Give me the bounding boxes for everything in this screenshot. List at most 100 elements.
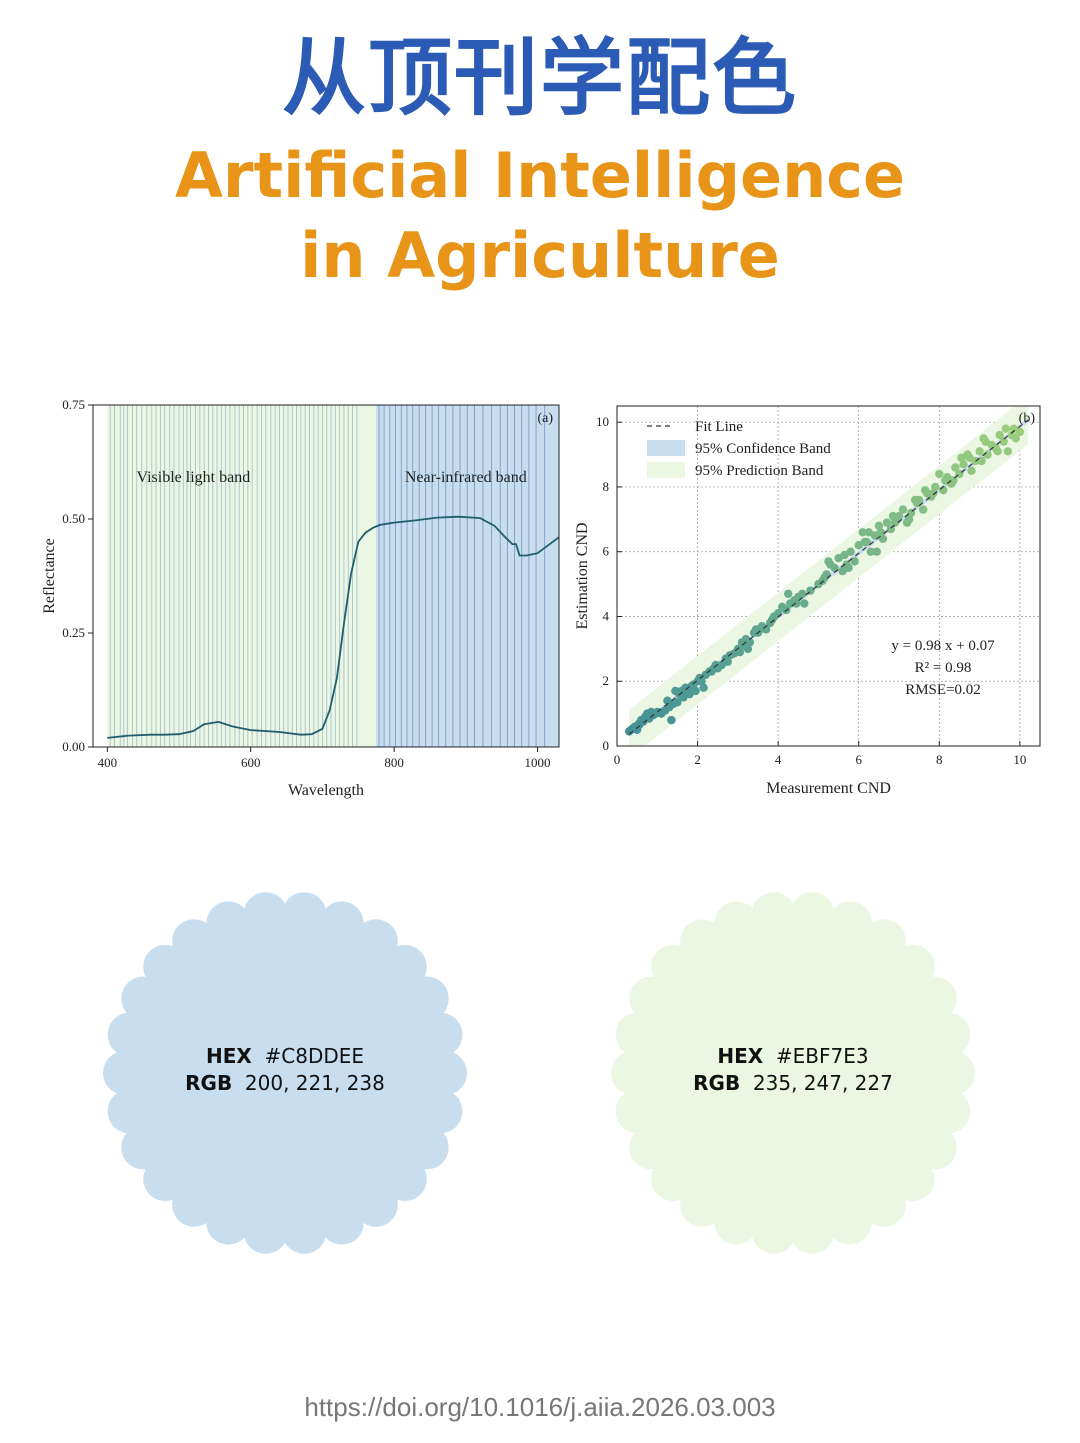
scallop-bump xyxy=(353,919,398,964)
data-point xyxy=(876,528,886,537)
y-tick-label: 0.75 xyxy=(62,397,85,412)
y-axis-label: Estimation CND xyxy=(574,522,591,629)
scallop-bump xyxy=(629,976,674,1021)
data-point xyxy=(735,647,745,657)
data-point xyxy=(967,466,976,475)
x-tick-label: 2 xyxy=(694,752,701,767)
annotation-nir: Near-infrared band xyxy=(405,469,527,486)
data-point xyxy=(975,447,984,456)
hex-value: #EBF7E3 xyxy=(775,1044,869,1068)
scallop-bump xyxy=(382,944,427,989)
scallop-bump xyxy=(206,1200,251,1245)
scallop-bump xyxy=(319,1200,364,1245)
data-point xyxy=(993,447,1002,456)
scallop-bump xyxy=(890,1157,935,1202)
color-swatch-green: HEX #EBF7E3 RGB 235, 247, 227 xyxy=(608,888,978,1258)
data-point xyxy=(882,518,892,527)
scallop-bump xyxy=(680,1182,725,1227)
y-tick-label: 8 xyxy=(603,479,610,494)
reflectance-chart-svg: 400 600 800 1000 0.00 0.25 0.50 0.75 Visible lig… xyxy=(41,397,560,799)
scallop-bump xyxy=(243,1209,288,1254)
scallop-bump xyxy=(615,1089,660,1134)
data-point xyxy=(824,557,833,566)
x-tick-label: 8 xyxy=(936,752,943,767)
data-point xyxy=(935,469,944,479)
data-point xyxy=(919,505,928,514)
doi-link[interactable]: https://doi.org/10.1016/j.aiia.2026.03.0… xyxy=(304,1392,776,1422)
rgb-label: RGB xyxy=(185,1071,233,1095)
legend-confidence-swatch xyxy=(647,440,685,456)
data-point xyxy=(800,599,809,608)
legend-fit-label: Fit Line xyxy=(695,419,743,435)
rgb-value: 235, 247, 227 xyxy=(752,1071,893,1095)
data-point xyxy=(635,720,644,730)
data-point xyxy=(697,677,706,686)
x-tick-label: 1000 xyxy=(524,755,550,770)
data-point xyxy=(699,683,708,692)
data-point xyxy=(844,563,853,573)
scallop-bump xyxy=(107,1089,152,1134)
fit-line xyxy=(628,419,1029,735)
data-point xyxy=(931,482,940,492)
scallop-bump xyxy=(680,919,725,964)
data-point xyxy=(983,450,992,459)
annotation-visible: Visible light band xyxy=(137,469,251,486)
scallop-bump xyxy=(751,892,796,937)
swatch-label: HEX #EBF7E3 RGB 235, 247, 227 xyxy=(608,1043,978,1097)
data-point xyxy=(941,476,950,485)
data-point xyxy=(981,437,990,446)
scallop-bump xyxy=(827,901,872,946)
data-point xyxy=(1003,447,1012,456)
scallop-bump xyxy=(172,1182,217,1227)
scallop-shape xyxy=(103,892,467,1254)
x-axis-label: Measurement CND xyxy=(766,780,891,797)
data-point xyxy=(767,615,777,624)
x-tick-label: 600 xyxy=(241,755,261,770)
page-title-chinese: 从顶刊学配色 xyxy=(281,29,798,127)
scallop-shape xyxy=(611,892,975,1254)
stats-text: R² = 0.98 xyxy=(915,660,972,676)
scallop-bump xyxy=(611,1051,655,1095)
data-point xyxy=(784,589,793,598)
y-axis-label: Reflectance xyxy=(41,538,58,614)
data-point xyxy=(977,456,986,466)
data-point xyxy=(949,476,958,485)
data-point xyxy=(965,453,974,462)
y-tick-label: 0.00 xyxy=(62,739,85,754)
data-point xyxy=(691,686,700,696)
cnd-scatter-chart: 0 2 4 6 8 10 0 2 4 6 8 10 Fit Line 95% Confidence Ban… xyxy=(570,395,1060,805)
data-point xyxy=(683,686,692,696)
x-tick-label: 4 xyxy=(775,752,782,767)
legend-prediction-swatch xyxy=(647,462,685,478)
title-line-1: Artificial Intelligence xyxy=(174,139,906,212)
color-swatch-blue: HEX #C8DDEE RGB 200, 221, 238 xyxy=(100,888,470,1258)
x-tick-label: 10 xyxy=(1013,752,1026,767)
data-point xyxy=(957,453,966,462)
scallop-bump xyxy=(319,901,364,946)
data-point xyxy=(995,430,1004,440)
scallop-bump xyxy=(418,1089,463,1134)
data-point xyxy=(850,557,859,566)
plot-frame xyxy=(92,404,560,748)
hex-label: HEX xyxy=(717,1044,764,1068)
data-point xyxy=(673,698,682,707)
hex-label: HEX xyxy=(205,1044,252,1068)
panel-label: (a) xyxy=(537,411,553,426)
data-point xyxy=(755,625,765,634)
data-point xyxy=(798,589,807,598)
scallop-bump xyxy=(107,1012,152,1057)
x-tick-label: 0 xyxy=(614,752,621,767)
scallop-bump xyxy=(651,944,696,989)
data-point xyxy=(1001,424,1010,433)
data-point xyxy=(711,660,720,670)
scallop-bump xyxy=(206,901,251,946)
data-point xyxy=(723,657,732,666)
y-tick-label: 6 xyxy=(603,544,610,559)
reflectance-chart: 400 600 800 1000 0.00 0.25 0.50 0.75 Visible lig… xyxy=(30,390,570,810)
y-tick-label: 0 xyxy=(603,738,610,753)
scallop-body xyxy=(125,913,445,1233)
data-point xyxy=(921,486,930,495)
rgb-label: RGB xyxy=(693,1071,741,1095)
scallop-bump xyxy=(912,1125,957,1170)
scallop-bump xyxy=(172,919,217,964)
